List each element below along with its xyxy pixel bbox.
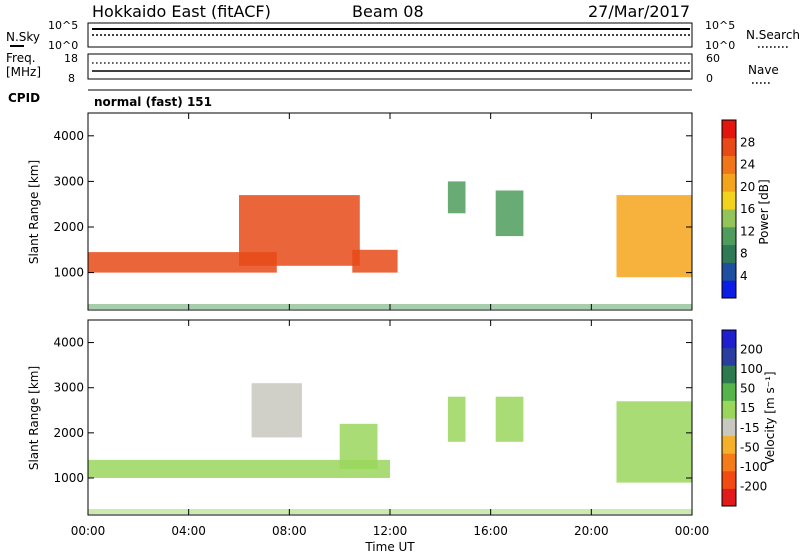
power-y-ticks: 1000 2000 3000 4000 [53, 129, 692, 280]
colorbar-tick-label: -200 [740, 479, 767, 493]
colorbar-tick-label: 50 [740, 382, 755, 396]
echo-region [239, 195, 360, 266]
x-tick-label: 08:00 [272, 524, 307, 538]
nave-tick-bottom: 0 [706, 72, 713, 85]
nsearch-tick-bottom: 10^0 [705, 39, 735, 52]
x-tick-label: 00:00 [675, 524, 710, 538]
colorbar-segment [722, 191, 736, 210]
freq-label: Freq. [6, 51, 36, 65]
x-tick-label: 04:00 [171, 524, 206, 538]
y-tick-label: 2000 [53, 220, 84, 234]
freq-unit-label: [MHz] [6, 65, 41, 79]
nsearch-label: N.Search [746, 28, 800, 42]
freq-tick-top: 18 [64, 52, 78, 65]
colorbar-tick-label: -100 [740, 460, 767, 474]
colorbar-tick-label: 12 [740, 224, 755, 238]
colorbar-tick-label: 24 [740, 158, 755, 172]
colorbar-segment [722, 418, 736, 437]
colorbar-tick-label: -15 [740, 421, 760, 435]
colorbar-tick-label: -50 [740, 440, 760, 454]
colorbar-segment [722, 226, 736, 246]
echo-region [495, 396, 524, 442]
colorbar-segment [722, 280, 736, 299]
colorbar-segment [722, 382, 736, 401]
colorbar-segment [722, 488, 736, 507]
colorbar-segment [722, 120, 736, 139]
velocity-colorbar-label: Velocity [m s⁻¹] [763, 371, 777, 464]
power-colorbar: 28 24 20 16 12 8 4 [721, 119, 755, 299]
colorbar-segment [722, 347, 736, 366]
x-tick-label: 12:00 [373, 524, 408, 538]
colorbar-segment [722, 262, 736, 281]
y-tick-label: 3000 [53, 381, 84, 395]
time-axis: 00:00 04:00 08:00 12:00 16:00 20:00 00:00 [71, 113, 710, 538]
colorbar-segment [722, 244, 736, 263]
y-tick-label: 2000 [53, 426, 84, 440]
colorbar-segment [722, 137, 736, 157]
nsearch-tick-top: 10^5 [705, 19, 735, 32]
echo-region [616, 195, 692, 278]
echo-region [447, 396, 466, 442]
y-tick-label: 3000 [53, 174, 84, 188]
echo-region [88, 252, 277, 273]
beam-label: Beam 08 [352, 2, 424, 21]
x-tick-label: 20:00 [574, 524, 609, 538]
cpid-value: normal (fast) 151 [94, 95, 212, 109]
echo-region [339, 423, 378, 469]
echo-region [495, 190, 524, 237]
freq-tick-bottom: 8 [68, 72, 75, 85]
x-tick-label: 00:00 [71, 524, 106, 538]
echo-region [88, 459, 390, 478]
colorbar-tick-label: 15 [740, 401, 755, 415]
noise-panel [87, 22, 693, 48]
echo-region [616, 401, 692, 483]
x-tick-label: 16:00 [473, 524, 508, 538]
colorbar-segment [722, 173, 736, 192]
y-tick-label: 1000 [53, 471, 84, 485]
colorbar-tick-label: 4 [740, 269, 748, 283]
colorbar-tick-label: 200 [740, 343, 763, 357]
colorbar-segment [722, 453, 736, 472]
echo-region [352, 249, 398, 273]
freq-panel [87, 53, 693, 80]
colorbar-tick-label: 20 [740, 180, 755, 194]
velocity-ylabel: Slant Range [km] [27, 366, 41, 470]
power-plot-frame [88, 113, 692, 310]
velocity-plot-frame [88, 320, 692, 515]
colorbar-segment [722, 400, 736, 419]
date-label: 27/Mar/2017 [588, 2, 690, 21]
power-ylabel: Slant Range [km] [27, 160, 41, 264]
nave-label: Nave [748, 63, 779, 77]
colorbar-border [721, 329, 737, 507]
noise-traces [92, 28, 690, 36]
radar-title: Hokkaido East (fitACF) [92, 2, 271, 21]
colorbar-border [721, 119, 737, 299]
velocity-y-ticks: 1000 2000 3000 4000 [53, 336, 692, 485]
y-tick-label: 1000 [53, 266, 84, 280]
colorbar-segment [722, 365, 736, 384]
nave-tick-top: 60 [706, 52, 720, 65]
colorbar-tick-label: 8 [740, 247, 748, 261]
velocity-colorbar: 200 100 50 15 -15 -50 -100 -200 [721, 329, 767, 507]
nsky-label: N.Sky [6, 30, 40, 44]
echo-region [447, 181, 466, 214]
y-tick-label: 4000 [53, 129, 84, 143]
colorbar-tick-label: 100 [740, 362, 763, 376]
colorbar-tick-label: 28 [740, 135, 755, 149]
y-tick-label: 4000 [53, 336, 84, 350]
colorbar-tick-label: 16 [740, 202, 755, 216]
cpid-label: CPID [8, 91, 40, 105]
colorbar-segment [722, 435, 736, 454]
time-axis-label: Time UT [364, 540, 415, 554]
echo-region [251, 383, 302, 438]
colorbar-segment [722, 470, 736, 489]
nsky-tick-top: 10^5 [48, 19, 78, 32]
colorbar-segment [722, 155, 736, 174]
nsky-tick-bottom: 10^0 [48, 39, 78, 52]
power-colorbar-label: Power [dB] [757, 179, 771, 244]
colorbar-segment [722, 330, 736, 349]
colorbar-segment [722, 209, 736, 228]
